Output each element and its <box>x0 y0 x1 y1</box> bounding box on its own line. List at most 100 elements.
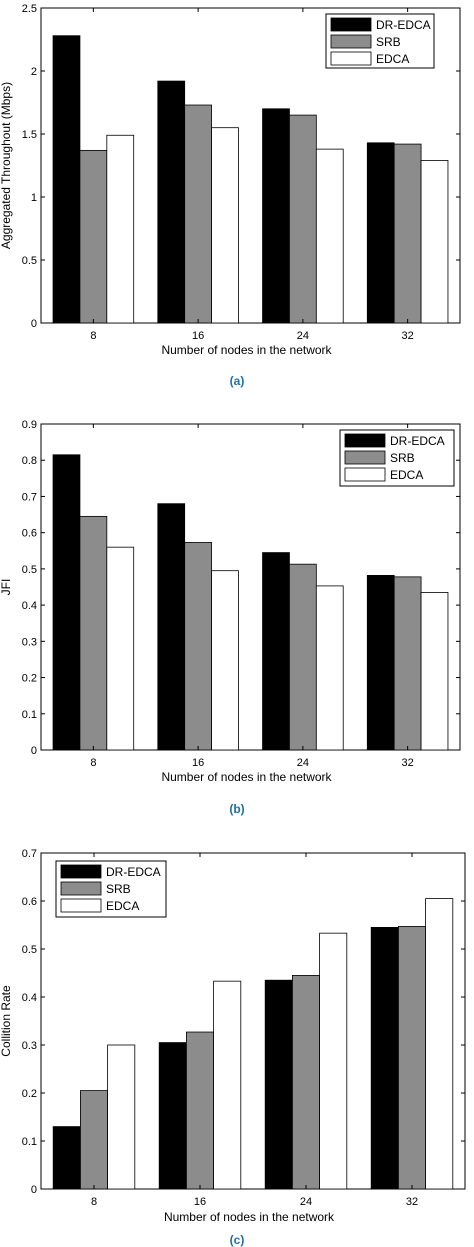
y-tick-label: 2 <box>31 66 37 78</box>
legend-swatch-edca <box>330 51 372 66</box>
legend-label-edca: EDCA <box>390 468 423 482</box>
panel-caption: (b) <box>229 802 244 816</box>
bar-dr-edca-32 <box>366 575 395 751</box>
legend-swatch-srb <box>330 34 372 49</box>
x-tick-label: 8 <box>90 757 96 769</box>
bar-edca-32 <box>420 592 449 751</box>
y-tick-label: 0.6 <box>22 528 37 540</box>
panel-caption: (a) <box>230 374 245 388</box>
bar-edca-24 <box>315 148 344 324</box>
bar-srb-16 <box>185 1031 215 1190</box>
y-tick-label: 0.4 <box>22 600 37 612</box>
bar-srb-16 <box>184 542 212 751</box>
y-tick-label: 0.5 <box>22 944 37 956</box>
bar-srb-24 <box>289 114 317 324</box>
legend-swatch-srb <box>60 881 102 896</box>
chart-panel-3: 8 16 24 32 0 0.1 0.2 0.3 0.4 0.5 0.6 0.7 Number of n… <box>0 848 466 1247</box>
bar-srb-32 <box>393 143 422 324</box>
panel-caption: (c) <box>230 1233 245 1247</box>
bar-dr-edca-32 <box>366 142 395 324</box>
x-tick-label: 32 <box>406 1196 418 1208</box>
y-axis-label: Collition Rate <box>0 985 13 1057</box>
y-tick-label: 0.1 <box>22 1136 37 1148</box>
chart-panel-2: 8 16 24 32 0 0.1 0.2 0.3 0.4 0.5 0.6 0.7 0.8 0.9 Numbe… <box>0 419 461 816</box>
y-tick-label: 0 <box>31 745 37 757</box>
x-tick-label: 24 <box>297 330 309 342</box>
bar-edca-8 <box>107 1044 136 1190</box>
legend-label-srb: SRB <box>390 451 415 465</box>
y-axis-label: Aggregated Throughout (Mbps) <box>0 82 13 249</box>
bar-edca-24 <box>319 932 348 1190</box>
y-tick-label: 0.1 <box>22 709 37 721</box>
bar-edca-32 <box>425 898 454 1190</box>
y-tick-label: 0.4 <box>22 992 37 1004</box>
y-tick-label: 2.5 <box>22 3 37 15</box>
y-tick-label: 0.7 <box>22 848 37 860</box>
x-axis-label: Number of nodes in the network <box>161 770 332 784</box>
legend-swatch-dr-edca <box>330 17 372 32</box>
plot-frame <box>40 7 461 324</box>
legend-label-srb: SRB <box>106 882 131 896</box>
y-tick-label: 0.5 <box>22 564 37 576</box>
bar-dr-edca-32 <box>370 927 399 1190</box>
y-tick-label: 0.8 <box>22 455 37 467</box>
bar-srb-8 <box>79 149 108 324</box>
y-tick-label: 0 <box>31 1184 37 1196</box>
legend-label-edca: EDCA <box>106 899 139 913</box>
x-tick-label: 32 <box>402 757 414 769</box>
bar-dr-edca-8 <box>52 1126 81 1190</box>
bar-edca-8 <box>106 134 135 324</box>
legend-swatch-edca <box>344 467 386 482</box>
y-tick-label: 0.2 <box>22 1088 37 1100</box>
bar-edca-16 <box>211 127 239 324</box>
y-tick-label: 0 <box>31 318 37 330</box>
bar-dr-edca-16 <box>157 503 186 751</box>
bar-dr-edca-16 <box>157 80 186 324</box>
legend-label-dr-edca: DR-EDCA <box>376 18 431 32</box>
y-tick-label: 0.9 <box>22 419 37 431</box>
legend: DR-EDCA SRB EDCA <box>325 13 435 69</box>
y-tick-label: 0.3 <box>22 1040 37 1052</box>
bar-srb-32 <box>393 576 422 751</box>
bar-srb-16 <box>184 104 212 324</box>
y-tick-label: 1.5 <box>22 129 37 141</box>
y-tick-label: 0.6 <box>22 896 37 908</box>
legend-swatch-dr-edca <box>60 864 102 879</box>
legend-swatch-edca <box>60 898 102 913</box>
bar-edca-24 <box>315 585 344 751</box>
x-tick-label: 8 <box>91 1196 97 1208</box>
y-tick-label: 0.5 <box>22 255 37 267</box>
bar-dr-edca-24 <box>262 552 290 751</box>
plot-frame <box>40 852 466 1190</box>
chart-panel-1: 8 16 24 32 0 0.5 1 1.5 2 2.5 Number of nodes in th… <box>0 3 461 388</box>
legend-label-edca: EDCA <box>376 52 409 66</box>
x-tick-label: 16 <box>192 330 204 342</box>
bar-srb-24 <box>289 563 317 751</box>
legend: DR-EDCA SRB EDCA <box>339 429 455 487</box>
x-tick-label: 24 <box>300 1196 312 1208</box>
bar-srb-8 <box>79 515 108 751</box>
x-tick-label: 24 <box>297 757 309 769</box>
plot-frame <box>40 423 461 751</box>
y-axis-label: JFI <box>0 579 13 596</box>
bar-edca-16 <box>211 570 239 751</box>
bar-dr-edca-8 <box>52 35 81 324</box>
x-tick-label: 16 <box>192 757 204 769</box>
x-tick-label: 16 <box>194 1196 206 1208</box>
bar-edca-32 <box>420 160 449 324</box>
y-tick-label: 1 <box>31 192 37 204</box>
bar-srb-32 <box>397 926 427 1190</box>
legend-label-dr-edca: DR-EDCA <box>390 434 445 448</box>
legend-swatch-dr-edca <box>344 433 386 448</box>
bar-edca-16 <box>213 980 242 1190</box>
bar-dr-edca-24 <box>264 979 293 1190</box>
bar-dr-edca-24 <box>262 108 290 324</box>
legend-label-srb: SRB <box>376 35 401 49</box>
bar-srb-8 <box>80 1090 109 1190</box>
bar-dr-edca-8 <box>52 454 81 751</box>
legend: DR-EDCA SRB EDCA <box>55 860 167 918</box>
y-tick-label: 0.3 <box>22 636 37 648</box>
y-tick-label: 0.2 <box>22 673 37 685</box>
legend-label-dr-edca: DR-EDCA <box>106 865 161 879</box>
